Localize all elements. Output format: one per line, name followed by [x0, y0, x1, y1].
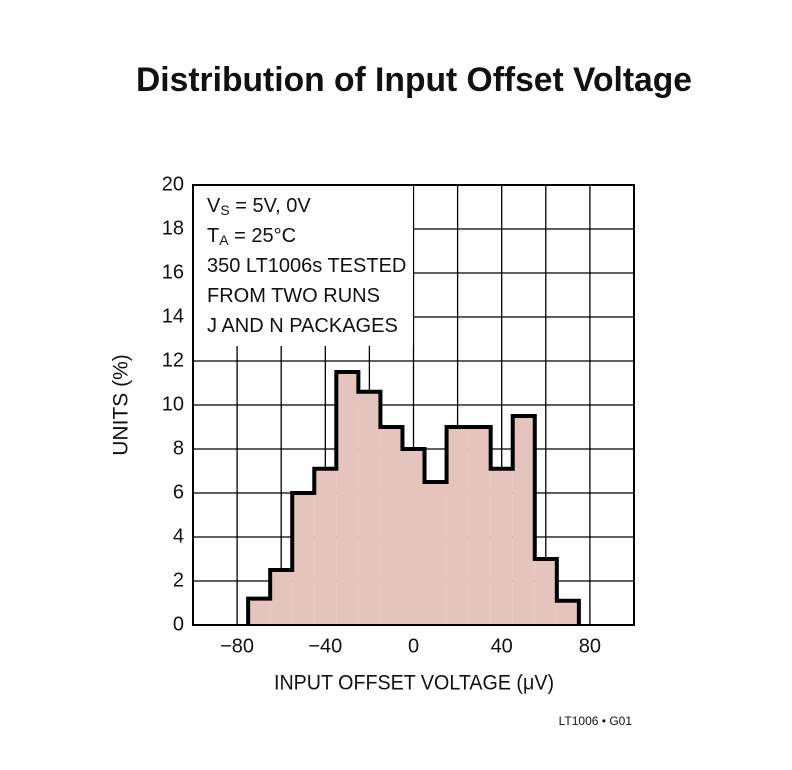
- footnote: LT1006 • G01: [559, 714, 633, 728]
- y-tick-label: 4: [173, 525, 184, 547]
- annotation: 350 LT1006s TESTED: [207, 255, 406, 277]
- plot-area: 0 2 4 6 8 10 12 14 16 18 20 −80 −40 0 40 80 VS = 5V, 0V T…: [162, 173, 635, 657]
- histogram-bar: [468, 427, 491, 625]
- histogram-bar: [358, 391, 381, 625]
- y-tick-label: 0: [173, 613, 184, 635]
- histogram-bar: [490, 468, 513, 625]
- y-tick-label: 10: [162, 393, 184, 415]
- histogram-bar: [512, 416, 535, 625]
- histogram-bar: [292, 493, 315, 625]
- histogram-bar: [270, 570, 293, 625]
- x-tick-label: 80: [579, 635, 601, 657]
- annotation-box: [194, 186, 413, 346]
- annotation-part: A: [219, 232, 229, 248]
- histogram-bar: [248, 598, 271, 625]
- annotation-part: = 5V, 0V: [230, 195, 312, 217]
- x-tick-label: 40: [491, 635, 513, 657]
- y-axis-label: UNITS (%): [110, 354, 133, 456]
- plot-frame: [192, 184, 635, 626]
- y-tick-label: 12: [162, 349, 184, 371]
- chart-title: Distribution of Input Offset Voltage: [136, 61, 692, 99]
- annotation-part: = 25°C: [229, 225, 296, 247]
- histogram-bar: [314, 468, 337, 625]
- histogram-bar: [402, 449, 425, 625]
- annotation-part: 350 LT1006s TESTED: [207, 255, 406, 277]
- histogram-bar: [424, 482, 447, 625]
- y-tick-label: 18: [162, 217, 184, 239]
- annotation: VS = 5V, 0V: [207, 195, 311, 218]
- histogram-bar: [556, 600, 579, 625]
- annotation-part: V: [207, 195, 221, 217]
- y-tick-label: 2: [173, 569, 184, 591]
- x-tick-label: −40: [308, 635, 342, 657]
- histogram-outline: [246, 370, 581, 625]
- annotation-part: J AND N PACKAGES: [207, 315, 398, 337]
- histogram-bar: [336, 372, 359, 625]
- annotation: FROM TWO RUNS: [207, 285, 380, 307]
- x-tick-label: 0: [408, 635, 419, 657]
- annotation-part: S: [220, 202, 229, 218]
- y-tick-label: 8: [173, 437, 184, 459]
- histogram-bar: [380, 427, 403, 625]
- y-tick-label: 20: [162, 173, 184, 195]
- histogram-bar: [446, 427, 469, 625]
- x-axis-label: INPUT OFFSET VOLTAGE (μV): [274, 672, 554, 695]
- annotation: J AND N PACKAGES: [207, 315, 398, 337]
- annotation-part: FROM TWO RUNS: [207, 285, 380, 307]
- y-tick-label: 14: [162, 305, 184, 327]
- annotation: TA = 25°C: [207, 225, 296, 248]
- y-tick-label: 6: [173, 481, 184, 503]
- histogram-bar: [534, 559, 557, 625]
- x-tick-label: −80: [220, 635, 254, 657]
- annotation-part: T: [207, 225, 219, 247]
- y-tick-label: 16: [162, 261, 184, 283]
